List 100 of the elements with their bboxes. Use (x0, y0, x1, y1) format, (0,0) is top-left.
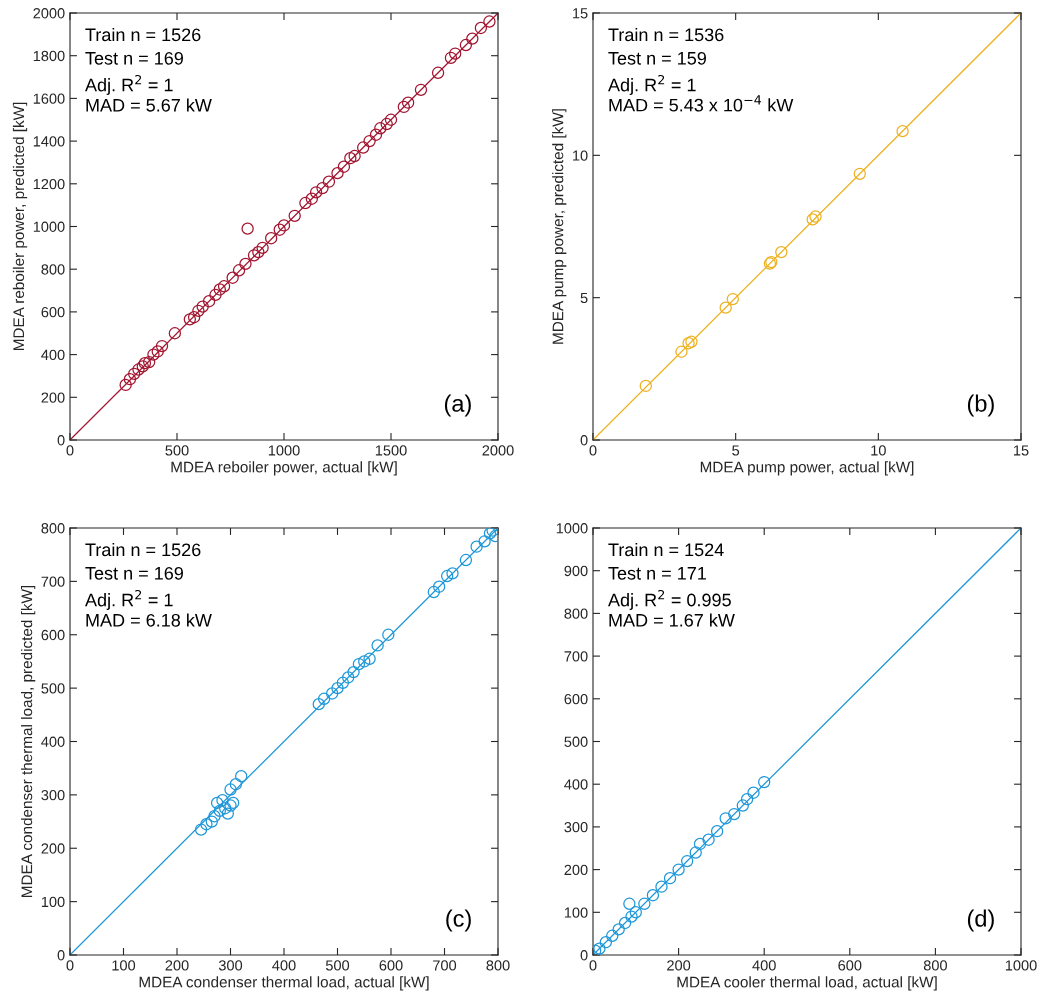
point (143, 355, 156, 369)
point (317, 692, 331, 705)
point (213, 804, 226, 818)
point (216, 794, 229, 807)
point (693, 837, 707, 851)
y-tick-label: 1400 (33, 136, 65, 147)
point (663, 871, 677, 885)
point (151, 345, 164, 358)
point (239, 257, 252, 271)
point (363, 134, 376, 148)
point (119, 378, 132, 392)
point (221, 807, 235, 820)
point (205, 815, 218, 828)
x-tick-label: 5 (732, 445, 740, 456)
point (612, 923, 625, 936)
point (336, 676, 350, 689)
y-tick-label: 600 (41, 307, 65, 318)
y-tick-label: 200 (41, 843, 65, 854)
x-tick-label: 200 (165, 960, 189, 971)
point (138, 356, 152, 370)
point (728, 807, 741, 821)
annotation: Train n = 1524 (608, 542, 724, 557)
point (273, 223, 286, 236)
point (646, 889, 660, 902)
point (337, 160, 351, 173)
annotation: MAD = 6.18 kW (86, 613, 212, 627)
y-tick-label: 700 (564, 651, 588, 662)
x-tick-label: 600 (838, 960, 862, 971)
annotation: Train n = 1536 (608, 27, 724, 42)
point (347, 665, 360, 679)
point (202, 295, 216, 308)
y-tick-label: 600 (564, 693, 588, 705)
point (606, 929, 619, 942)
annotation: (c) (446, 909, 471, 932)
y-tick-label: 5 (580, 292, 588, 304)
point (680, 854, 694, 868)
point (896, 124, 909, 138)
x-axis-title: MDEA condenser thermal load, actual [kW] (139, 976, 429, 991)
point (384, 113, 398, 126)
point (210, 796, 224, 810)
y-tick-label: 0 (580, 435, 588, 446)
point (431, 66, 445, 79)
point (348, 149, 361, 163)
point (853, 167, 866, 181)
point (414, 83, 428, 97)
y-tick-label: 0 (57, 435, 65, 446)
point (196, 300, 209, 313)
point (288, 209, 301, 223)
x-axis-title: MDEA cooler thermal load, actual [kW] (677, 976, 937, 991)
x-tick-label: 1000 (268, 445, 300, 456)
x-tick-label: 800 (486, 960, 510, 971)
point (200, 818, 213, 831)
y-tick-label: 0 (57, 950, 65, 961)
point (449, 47, 462, 60)
annotation: (d) (967, 909, 994, 932)
point (331, 681, 344, 695)
point (218, 802, 232, 815)
point (224, 783, 237, 796)
point (710, 824, 724, 838)
x-tick-label: 0 (66, 445, 74, 456)
y-tick-label: 100 (41, 896, 65, 908)
point (369, 128, 383, 141)
y-tick-label: 15 (573, 8, 588, 19)
point (363, 652, 376, 665)
point (226, 271, 239, 284)
point (316, 181, 329, 195)
y-tick-label: 800 (41, 264, 65, 275)
point (440, 569, 454, 583)
y-tick-label: 400 (41, 349, 65, 361)
annotation: MAD = 5.43 x 10$^{−4}$ kW (609, 95, 794, 112)
y-tick-label: 500 (564, 736, 588, 747)
point (466, 32, 479, 45)
point (747, 786, 760, 799)
x-axis-title: MDEA pump power, actual [kW] (700, 461, 914, 476)
x-axis-title: MDEA reboiler power, actual [kW] (171, 461, 397, 476)
annotation: Adj. R$^{2}$ = 1 (85, 74, 173, 95)
x-tick-label: 500 (325, 960, 350, 971)
annotation: MAD = 1.67 kW (609, 613, 735, 627)
point (639, 379, 652, 393)
point (432, 580, 446, 593)
point (241, 222, 254, 235)
point (344, 152, 357, 165)
x-tick-label: 800 (923, 960, 947, 971)
y-tick-label: 10 (573, 150, 588, 161)
point (675, 345, 688, 358)
point (618, 916, 632, 930)
point (229, 778, 243, 791)
y-tick-label: 900 (564, 565, 588, 577)
point (155, 339, 169, 353)
y-tick-label: 500 (41, 683, 65, 694)
point (356, 141, 370, 154)
point (322, 175, 336, 188)
x-tick-label: 700 (433, 960, 457, 971)
point (444, 51, 458, 65)
annotation: (b) (967, 394, 994, 417)
y-tick-label: 300 (41, 789, 65, 801)
point (655, 880, 668, 893)
y-tick-label: 1800 (33, 50, 65, 62)
y-axis-title: MDEA pump power, predicted [kW] (552, 109, 567, 344)
point (672, 863, 685, 876)
